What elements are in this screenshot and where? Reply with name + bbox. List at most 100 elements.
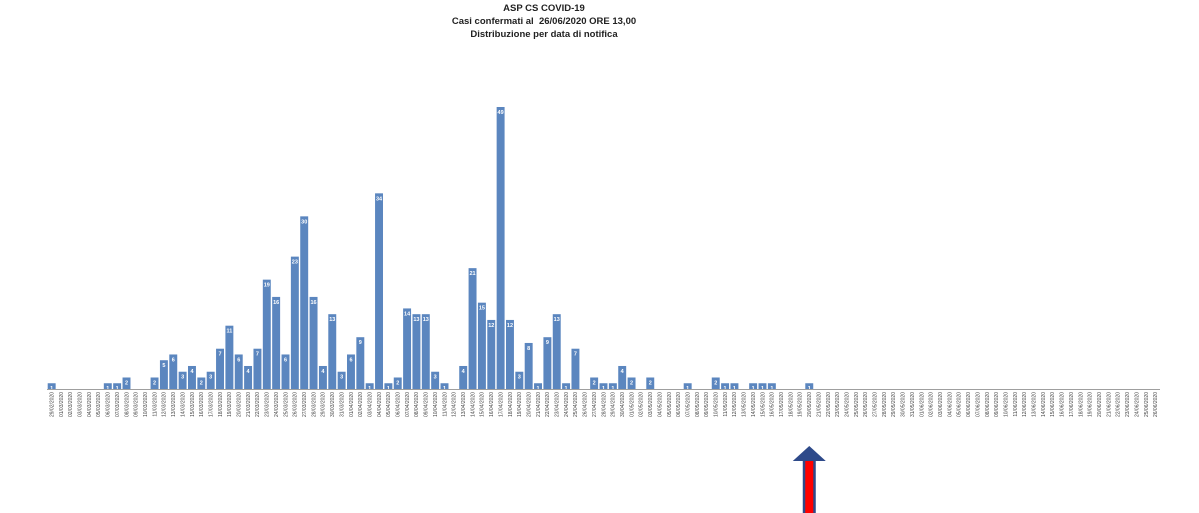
x-tick-label: 10/06/2020 [1003,392,1009,417]
x-tick-label: 09/05/2020 [704,392,710,417]
x-tick-label: 27/03/2020 [302,392,308,417]
bar-03/05/2020 [646,377,655,389]
bar-value-label: 30 [301,219,307,225]
bar-14/03/2020 [178,371,187,389]
x-tick-label: 16/05/2020 [770,392,776,417]
bar-value-label: 21 [469,271,475,277]
x-tick-label: 22/05/2020 [826,392,832,417]
bar-value-label: 49 [498,110,504,116]
bar-20/04/2020 [524,342,533,389]
x-tick-label: 17/06/2020 [1069,392,1075,417]
x-tick-label: 01/03/2020 [59,392,65,417]
bar-value-label: 6 [284,357,287,363]
x-tick-label: 20/04/2020 [526,392,532,417]
bar-21/03/2020 [244,365,253,389]
bar-06/03/2020 [103,383,112,389]
bar-14/05/2020 [749,383,758,389]
bars-group [47,107,814,389]
x-tick-label: 12/04/2020 [452,392,458,417]
x-tick-label: 04/05/2020 [657,392,663,417]
x-tick-label: 05/04/2020 [386,392,392,417]
x-tick-label: 06/06/2020 [966,392,972,417]
x-tick-label: 14/04/2020 [470,392,476,417]
bar-13/03/2020 [169,354,178,389]
x-tick-label: 09/04/2020 [424,392,430,417]
x-tick-labels-group: 29/02/2020 01/03/2020 02/03/2020 03/03/2020… [49,392,1159,417]
x-tick-label: 25/03/2020 [283,392,289,417]
x-tick-label: 31/03/2020 [339,392,345,417]
bar-07/03/2020 [113,383,122,389]
bar-15/04/2020 [477,302,486,389]
bar-18/03/2020 [216,348,224,389]
x-tick-label: 23/06/2020 [1125,392,1131,417]
bar-value-label: 4 [247,369,251,375]
bar-12/05/2020 [730,383,739,389]
x-tick-label: 17/04/2020 [498,392,504,417]
bar-21/04/2020 [534,383,542,389]
x-tick-label: 18/05/2020 [788,392,794,417]
x-tick-label: 29/03/2020 [321,392,327,417]
x-tick-label: 30/04/2020 [620,392,626,417]
bar-12/03/2020 [159,360,168,389]
bar-value-label: 13 [413,317,419,323]
bar-value-label: 13 [423,317,429,323]
bar-value-label: 4 [321,369,325,375]
bar-30/03/2020 [328,314,337,389]
bar-value-label: 4 [462,369,466,375]
bar-17/03/2020 [206,371,215,389]
x-tick-label: 03/03/2020 [78,392,84,417]
bar-04/04/2020 [375,193,383,389]
bar-24/04/2020 [562,383,571,389]
x-tick-label: 11/05/2020 [723,392,729,417]
bar-value-label: 9 [359,340,362,346]
x-tick-label: 28/04/2020 [601,392,607,417]
bar-09/04/2020 [421,314,430,389]
bar-value-label: 4 [621,369,625,375]
bar-value-label: 12 [488,323,494,329]
bar-20/05/2020 [805,383,814,389]
chart-title: ASP CS COVID-19 [503,3,585,14]
x-tick-label: 30/03/2020 [330,392,336,417]
bar-19/04/2020 [515,371,524,389]
x-tick-label: 07/06/2020 [975,392,981,417]
x-tick-label: 02/06/2020 [929,392,935,417]
annotation-arrow [792,446,826,513]
bar-value-label: 12 [507,323,513,329]
bar-value-label: 7 [218,352,221,358]
arrow-core [805,461,814,513]
x-tick-label: 21/04/2020 [536,392,542,417]
x-tick-label: 11/06/2020 [1013,392,1019,417]
bar-29/04/2020 [608,383,617,389]
x-tick-label: 16/06/2020 [1060,392,1066,417]
bar-11/04/2020 [440,383,449,389]
x-tick-label: 14/03/2020 [180,392,186,417]
bar-02/04/2020 [356,337,365,389]
bar-27/04/2020 [590,377,599,389]
x-tick-label: 27/05/2020 [873,392,879,417]
bar-03/04/2020 [365,383,374,389]
bar-value-label: 2 [593,380,596,386]
x-tick-label: 23/05/2020 [835,392,841,417]
x-tick-label: 06/03/2020 [106,392,112,417]
bar-30/04/2020 [618,365,627,389]
bar-13/04/2020 [459,365,468,389]
x-tick-label: 12/03/2020 [162,392,168,417]
x-tick-label: 01/06/2020 [919,392,925,417]
x-tick-label: 21/03/2020 [246,392,252,417]
x-tick-label: 22/04/2020 [545,392,551,417]
x-tick-label: 29/02/2020 [49,392,55,417]
x-tick-label: 19/03/2020 [227,392,233,417]
x-tick-label: 05/05/2020 [667,392,673,417]
x-tick-label: 15/04/2020 [480,392,486,417]
x-tick-label: 20/05/2020 [807,392,813,417]
bar-10/05/2020 [711,377,720,389]
bar-value-label: 3 [209,375,212,381]
x-tick-label: 18/06/2020 [1078,392,1084,417]
x-tick-label: 09/06/2020 [994,392,1000,417]
x-tick-label: 24/03/2020 [274,392,280,417]
bar-29/03/2020 [318,365,327,389]
bar-value-label: 2 [396,380,399,386]
x-tick-label: 24/04/2020 [564,392,570,417]
x-tick-label: 10/05/2020 [714,392,720,417]
x-tick-label: 13/04/2020 [461,392,467,417]
